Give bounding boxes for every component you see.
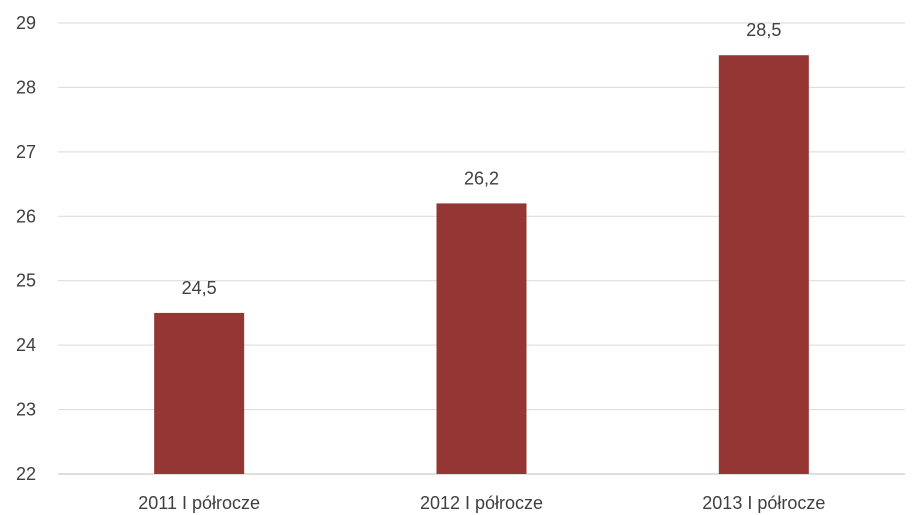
y-tick-label: 23 xyxy=(16,400,36,420)
bar xyxy=(718,55,809,474)
y-tick-label: 28 xyxy=(16,77,36,97)
y-tick-label: 22 xyxy=(16,464,36,484)
bar xyxy=(154,312,245,474)
y-tick-label: 29 xyxy=(16,13,36,33)
x-category-label: 2013 I półrocze xyxy=(702,493,825,513)
bars xyxy=(154,55,809,474)
y-tick-label: 26 xyxy=(16,206,36,226)
y-axis-ticks: 22 23 24 25 26 27 28 29 xyxy=(16,13,36,484)
data-label: 24,5 xyxy=(182,278,217,298)
y-tick-label: 27 xyxy=(16,142,36,162)
x-category-label: 2012 I półrocze xyxy=(420,493,543,513)
y-tick-label: 25 xyxy=(16,271,36,291)
y-tick-label: 24 xyxy=(16,335,36,355)
data-labels: 24,5 26,2 28,5 xyxy=(182,20,782,298)
data-label: 26,2 xyxy=(464,168,499,188)
data-label: 28,5 xyxy=(746,20,781,40)
x-category-label: 2011 I półrocze xyxy=(138,493,260,513)
x-axis-categories: 2011 I półrocze 2012 I półrocze 2013 I pół… xyxy=(138,493,825,513)
bar xyxy=(436,203,527,474)
